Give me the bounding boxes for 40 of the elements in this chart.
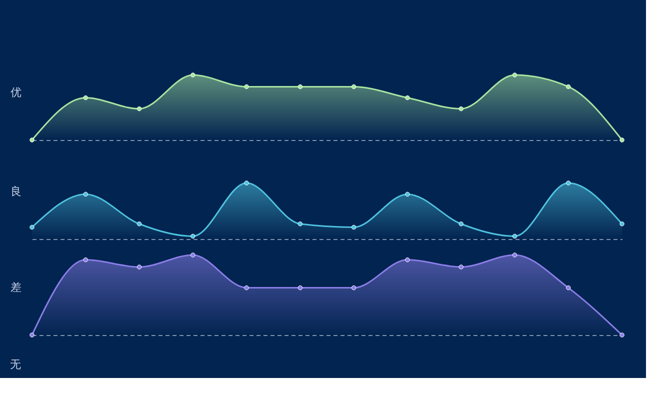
point — [298, 285, 303, 290]
point — [83, 192, 88, 197]
y-axis-title: 差 — [10, 281, 22, 294]
point — [30, 224, 34, 230]
point — [351, 84, 356, 90]
point — [620, 138, 624, 142]
point — [512, 234, 518, 239]
point — [351, 224, 356, 230]
point — [405, 192, 410, 197]
point — [512, 72, 518, 78]
point — [30, 138, 34, 142]
point — [620, 332, 624, 338]
point — [30, 332, 34, 338]
point — [566, 180, 571, 186]
point — [512, 252, 518, 258]
point — [136, 222, 142, 226]
point — [136, 264, 142, 270]
point — [190, 252, 196, 258]
point — [458, 106, 464, 112]
point — [458, 222, 464, 226]
y-axis-title: 优 — [10, 86, 22, 99]
point — [83, 257, 88, 262]
point — [190, 234, 196, 239]
point — [136, 106, 142, 112]
point — [298, 84, 303, 90]
point — [244, 84, 249, 90]
point — [458, 264, 464, 270]
point — [566, 84, 571, 90]
point — [190, 72, 196, 78]
point — [620, 222, 624, 226]
point — [566, 285, 571, 290]
point — [351, 285, 356, 290]
point — [83, 95, 88, 100]
point — [405, 257, 410, 262]
point — [405, 95, 410, 100]
point — [298, 222, 303, 226]
text: 无 — [10, 358, 21, 371]
point — [244, 285, 249, 290]
y-axis-title: 良 — [10, 185, 22, 198]
point — [244, 180, 249, 186]
